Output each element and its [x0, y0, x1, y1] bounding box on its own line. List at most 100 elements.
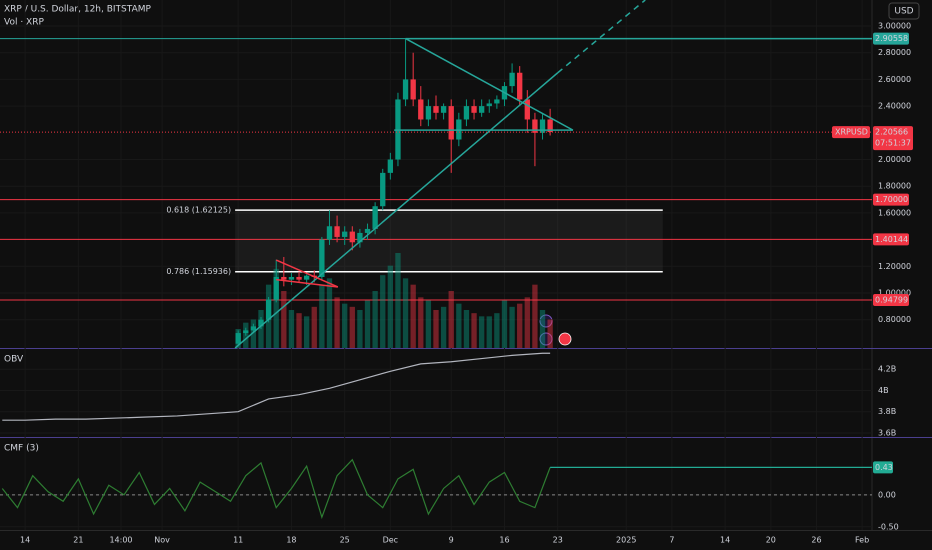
candle-body	[349, 231, 355, 243]
level-tag-label: 1.40144	[875, 235, 908, 244]
candle-body	[486, 103, 492, 107]
candle-body	[243, 330, 249, 334]
volume-bar	[334, 297, 340, 348]
y-tick-label: 0.80000	[878, 315, 911, 324]
volume-bar	[486, 316, 492, 348]
volume-bar	[410, 284, 416, 348]
y-tick-label: 2.80000	[878, 48, 911, 57]
y-tick-label: -0.50	[878, 522, 899, 531]
volume-bar	[471, 313, 477, 348]
candle-body	[326, 226, 333, 240]
currency-box[interactable]	[888, 2, 920, 20]
volume-bar	[524, 297, 530, 348]
y-tick-label: 4B	[878, 386, 889, 395]
level-tag-label: 1.70000	[875, 195, 908, 204]
volume-bar	[380, 275, 386, 348]
x-tick-label: 23	[553, 536, 563, 545]
candle-body	[547, 119, 553, 133]
candle-body	[471, 106, 477, 113]
trendline	[405, 37, 574, 131]
chart-title: XRP / U.S. Dollar, 12h, BITSTAMP	[4, 5, 151, 15]
candle-body	[372, 206, 378, 229]
candle-body	[357, 232, 363, 243]
candle-body	[418, 99, 424, 120]
candle-body	[494, 99, 500, 104]
candle-body	[539, 119, 546, 133]
price-tag	[873, 126, 913, 151]
level-tag	[873, 293, 909, 306]
volume-bar	[478, 316, 485, 348]
candle-body	[478, 106, 485, 113]
volume-bar	[281, 291, 287, 348]
y-tick-label: 3.6B	[878, 428, 896, 437]
x-tick-label: 25	[340, 536, 350, 545]
trendline	[275, 259, 339, 288]
candle-body	[288, 276, 295, 280]
volume-bar	[547, 319, 553, 348]
candle-body	[273, 276, 279, 300]
price-tag-label: 2.20566	[875, 128, 908, 137]
volume-bar	[418, 297, 424, 348]
volume-bar	[288, 310, 295, 348]
volume-bar	[303, 316, 310, 348]
volume-bar	[250, 319, 257, 348]
trendline	[234, 72, 559, 349]
candle-body	[334, 226, 340, 237]
volume-bar	[357, 310, 363, 348]
volume-bar	[440, 306, 447, 348]
volume-bar	[372, 291, 378, 348]
volume-bar	[296, 313, 302, 348]
candle-body	[281, 276, 287, 280]
currency[interactable]: USD	[894, 7, 913, 17]
x-tick-label: 2025	[616, 536, 636, 545]
candle-body	[448, 106, 454, 140]
x-tick-label: 21	[73, 536, 83, 545]
x-tick-label: 20	[766, 536, 776, 545]
x-tick-label: Nov	[154, 536, 170, 545]
candle-body	[250, 326, 257, 331]
volume-bar	[395, 253, 401, 348]
y-tick-label: 2.00000	[878, 155, 911, 164]
level-tag-label: 2.90558	[875, 34, 908, 43]
fib-label: 0.786 (1.15936)	[166, 267, 231, 276]
level-tag	[873, 32, 909, 45]
candle-body	[258, 319, 264, 327]
trendline	[557, 0, 646, 74]
x-tick-label: Dec	[383, 536, 398, 545]
y-tick-label: 3.00000	[878, 22, 911, 31]
volume-bar	[425, 300, 432, 348]
candle-body	[440, 106, 447, 113]
volume-bar	[433, 310, 439, 348]
event-icon[interactable]	[539, 314, 553, 328]
volume-bar	[273, 268, 279, 348]
last-value-tag	[873, 461, 893, 474]
candle-body	[410, 79, 416, 100]
volume-bar	[311, 306, 317, 348]
fib-label: 0.618 (1.62125)	[166, 206, 231, 215]
candle-body	[532, 119, 538, 133]
event-icon[interactable]	[539, 332, 553, 346]
volume-bar	[509, 306, 515, 348]
volume-bar	[463, 310, 470, 348]
indicator-line	[1, 458, 551, 520]
volume-bar	[326, 278, 333, 348]
x-tick-label: 14	[20, 536, 30, 545]
y-tick-label: 3.8B	[878, 407, 896, 416]
volume-bar	[387, 265, 394, 348]
trendline	[276, 278, 338, 288]
x-tick-label: 26	[811, 536, 821, 545]
y-tick-label: 2.40000	[878, 102, 911, 111]
volume-bar	[349, 306, 355, 348]
volume-bar	[539, 310, 546, 348]
flag-icon[interactable]	[558, 332, 572, 346]
countdown: 07:51:37	[875, 139, 911, 148]
x-tick-label: 7	[669, 536, 674, 545]
symbol-tag	[832, 126, 870, 139]
level-tag	[873, 233, 909, 246]
x-tick-label: 14	[720, 536, 730, 545]
volume-bar	[456, 303, 462, 348]
candle-body	[364, 228, 371, 233]
